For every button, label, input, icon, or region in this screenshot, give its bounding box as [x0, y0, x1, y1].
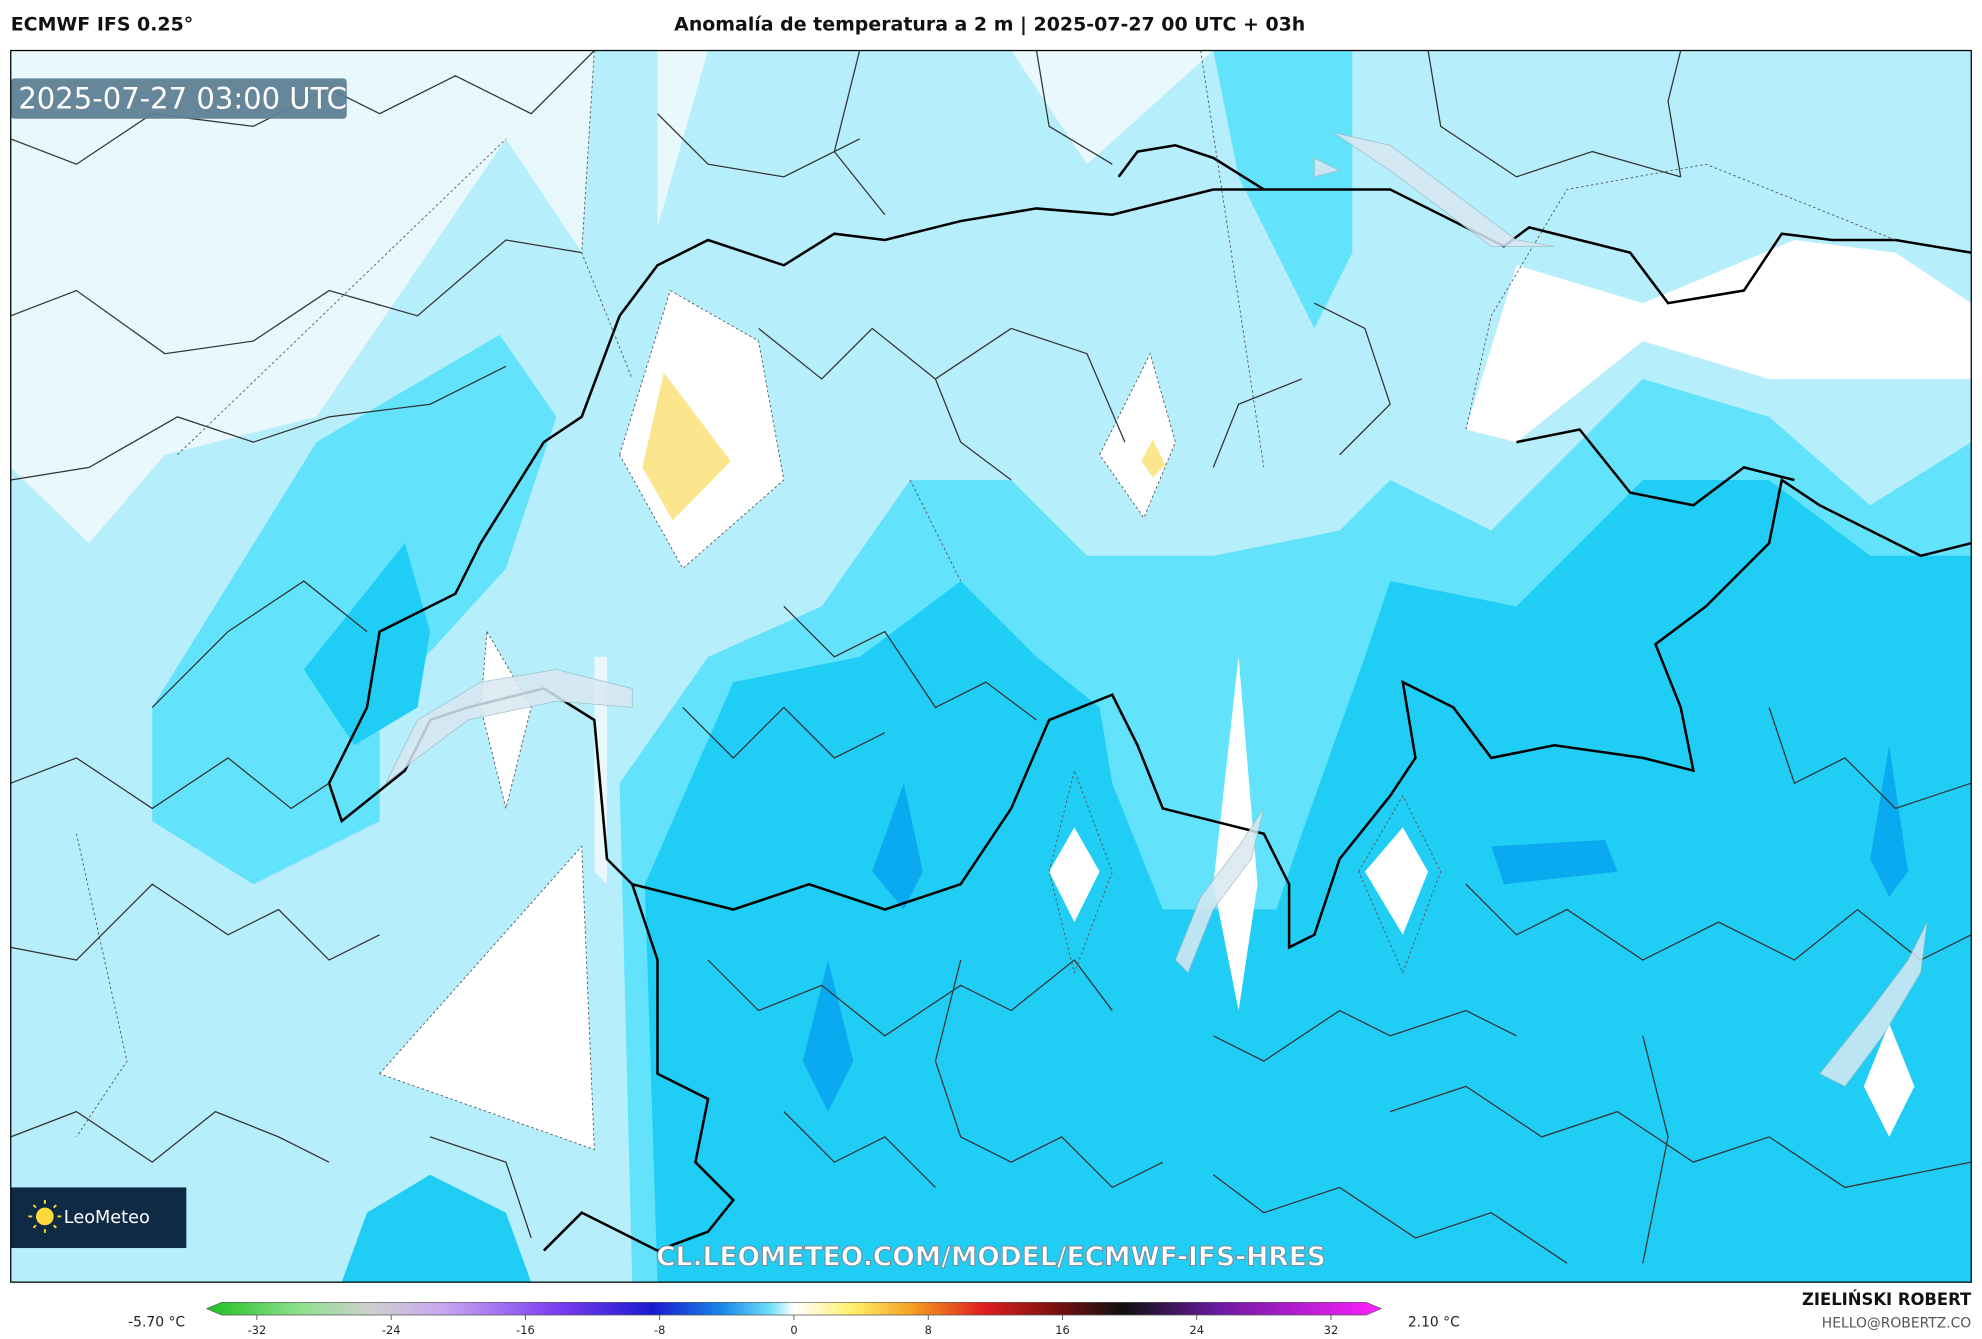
title: Anomalía de temperatura a 2 m | 2025-07-… — [674, 13, 1305, 35]
timestamp-box — [10, 78, 347, 119]
logo-text: LeoMeteo — [64, 1208, 150, 1228]
colorbar-tick-label: 8 — [925, 1323, 932, 1337]
colorbar-tick-label: -24 — [382, 1323, 401, 1337]
anomaly-area — [1870, 745, 1909, 897]
colorbar-tick-label: 32 — [1324, 1323, 1338, 1337]
country-border — [631, 477, 1972, 950]
colorbar-bar — [205, 1302, 1383, 1316]
anomaly-area — [341, 1174, 532, 1283]
contour — [76, 50, 1896, 1151]
anomaly-area — [1465, 240, 1972, 443]
model-label: ECMWF IFS 0.25° — [11, 13, 194, 35]
anomaly-area — [802, 960, 854, 1112]
colorbar-tick-label: 24 — [1189, 1323, 1203, 1337]
timestamp: 2025-07-27 03:00 UTC — [18, 82, 347, 116]
colorbar-max: 2.10 °C — [1408, 1314, 1460, 1330]
anomaly-area — [1491, 840, 1618, 885]
map-frame — [10, 49, 1972, 1283]
country-border — [618, 188, 1972, 317]
lake — [385, 132, 1928, 1087]
watermark: CL.LEOMETEO.COM/MODEL/ECMWF-IFS-HRES — [656, 1242, 1326, 1273]
anomaly-area — [1364, 827, 1429, 935]
anomaly-area — [644, 480, 1972, 1283]
anomaly-area — [480, 631, 532, 809]
email: HELLO@ROBERTZ.CO — [1822, 1316, 1972, 1332]
anomaly-area — [1099, 353, 1176, 518]
colorbar: -32 -24 -16 -8 0 8 16 24 32 — [205, 1302, 1383, 1337]
country-border — [1117, 143, 1265, 191]
logo-sun — [36, 1207, 54, 1226]
map: 2025-07-27 03:00 UTC LeoMeteo CL.LEOMETE… — [10, 50, 1972, 1283]
anomaly-area — [303, 543, 431, 746]
author: ZIELIŃSKI ROBERT — [1802, 1290, 1972, 1309]
anomaly-area — [872, 783, 923, 910]
colorbar-tick-label: 16 — [1055, 1323, 1069, 1337]
logo-rays — [28, 1200, 62, 1233]
country-border — [1516, 428, 1795, 507]
anomaly-area — [1213, 656, 1258, 1011]
colorbar-tick-label: -16 — [516, 1323, 535, 1337]
colorbar-tick-label: -8 — [654, 1323, 665, 1337]
colorbar-min: -5.70 °C — [128, 1314, 185, 1330]
anomaly-area — [1863, 1023, 1915, 1137]
colorbar-tick-label: -32 — [248, 1323, 267, 1337]
anomaly-area — [379, 846, 595, 1150]
anomaly-area — [1049, 827, 1100, 923]
colorbar-tick-label: 0 — [790, 1323, 797, 1337]
anomaly-area — [1141, 439, 1166, 478]
anomaly-area — [642, 372, 731, 521]
